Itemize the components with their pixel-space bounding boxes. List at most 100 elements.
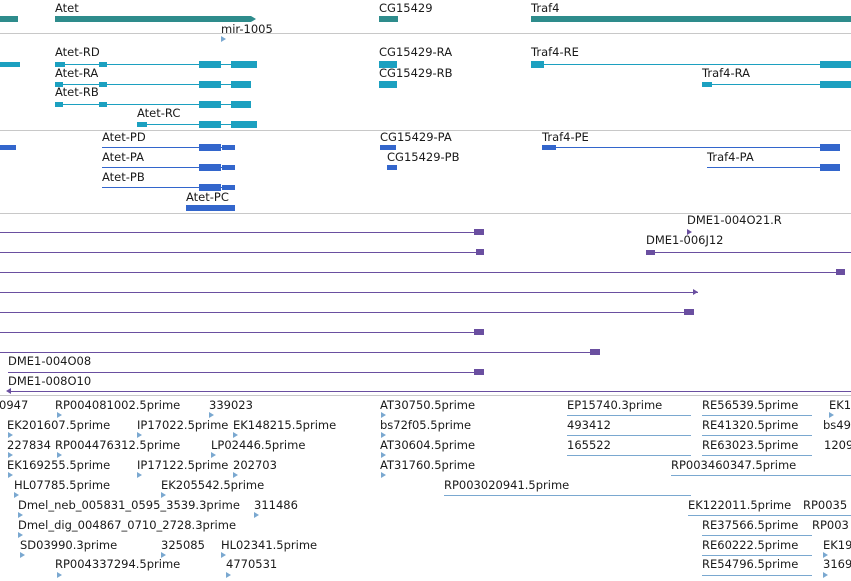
clone-dme1-006j12[interactable]: [646, 252, 851, 253]
cds-left-edge[interactable]: [0, 145, 16, 150]
est-feature[interactable]: [702, 455, 812, 456]
gene-feature-cg15429[interactable]: [379, 16, 398, 22]
clone-line-5[interactable]: [0, 312, 694, 313]
clone-label-dme1-008o10: DME1-008O10: [8, 374, 92, 388]
cds-atet-pc[interactable]: [186, 205, 235, 211]
est-feature[interactable]: [8, 452, 13, 458]
est-feature[interactable]: [8, 432, 13, 438]
est-label: 4770531: [226, 557, 278, 571]
est-feature[interactable]: [254, 512, 259, 518]
cds-label-cg15429-pb: CG15429-PB: [387, 150, 460, 164]
cds-atet-pd[interactable]: [102, 147, 235, 148]
est-feature[interactable]: [444, 495, 691, 496]
est-feature[interactable]: [14, 492, 19, 498]
est-feature[interactable]: [381, 432, 386, 438]
est-feature[interactable]: [671, 475, 851, 476]
cds-cg15429-pb[interactable]: [387, 165, 397, 170]
cds-traf4-pa[interactable]: [707, 167, 840, 168]
clone-line-7[interactable]: [0, 352, 600, 353]
est-feature[interactable]: [57, 572, 62, 578]
clone-line-2[interactable]: [0, 252, 484, 253]
est-label: EK1: [829, 398, 851, 412]
est-feature[interactable]: [381, 452, 386, 458]
est-label: RE41320.5prime: [702, 418, 799, 432]
est-feature[interactable]: [209, 412, 214, 418]
est-feature[interactable]: [823, 572, 828, 578]
est-feature[interactable]: [57, 412, 62, 418]
est-feature[interactable]: [137, 432, 142, 438]
clone-dme1-008o10[interactable]: [8, 391, 851, 392]
cds-traf4-pe[interactable]: [542, 147, 840, 148]
clone-dme1-004o08[interactable]: [8, 372, 484, 373]
clone-end: [476, 249, 484, 255]
est-label: IP17022.5prime: [137, 418, 229, 432]
est-feature[interactable]: [702, 575, 812, 576]
mrna-atet-ra[interactable]: [55, 84, 251, 85]
clone-label-dme1-004o21: DME1-004O21.R: [687, 213, 782, 227]
gene-feature-mir-1005[interactable]: [221, 36, 226, 42]
cds-label-traf4-pe: Traf4-PE: [542, 130, 589, 144]
est-feature[interactable]: [226, 572, 231, 578]
gene-feature-traf4[interactable]: [531, 16, 851, 22]
est-feature[interactable]: [567, 455, 691, 456]
mrna-cg15429-ra[interactable]: [379, 61, 397, 68]
mrna-atet-rd[interactable]: [55, 64, 257, 65]
gene-feature-atet[interactable]: [55, 16, 251, 22]
est-feature[interactable]: [137, 472, 142, 478]
est-feature[interactable]: [233, 472, 238, 478]
clone-dme1-004o21[interactable]: [687, 229, 692, 235]
mrna-atet-rb[interactable]: [55, 104, 251, 105]
mrna-feature-left-edge[interactable]: [0, 62, 20, 67]
est-feature[interactable]: [567, 435, 691, 436]
clone-line-4[interactable]: [0, 292, 698, 293]
gene-label-traf4: Traf4: [531, 1, 560, 15]
clone-line-1[interactable]: [0, 232, 484, 233]
cds-exon: [820, 144, 840, 151]
clone-line-3[interactable]: [0, 272, 845, 273]
est-feature[interactable]: [381, 412, 386, 418]
cds-label-atet-pd: Atet-PD: [102, 130, 146, 144]
cds-atet-pb[interactable]: [102, 187, 235, 188]
est-feature[interactable]: [829, 412, 834, 418]
mrna-cg15429-rb[interactable]: [379, 81, 397, 88]
est-feature[interactable]: [57, 452, 62, 458]
est-feature[interactable]: [221, 552, 226, 558]
est-feature[interactable]: [823, 552, 828, 558]
est-feature[interactable]: [567, 415, 691, 416]
clone-line-6[interactable]: [0, 332, 484, 333]
est-label: 0947: [0, 398, 29, 412]
mrna-traf4-re[interactable]: [531, 64, 851, 65]
gene-feature-left-edge[interactable]: [0, 16, 18, 22]
exon: [531, 61, 544, 68]
est-feature[interactable]: [8, 472, 13, 478]
est-feature[interactable]: [211, 452, 216, 458]
est-feature[interactable]: [233, 432, 238, 438]
est-feature[interactable]: [702, 435, 812, 436]
gene-label-mir-1005: mir-1005: [221, 22, 273, 36]
est-feature[interactable]: [161, 552, 166, 558]
cds-label-traf4-pa: Traf4-PA: [707, 150, 754, 164]
est-feature[interactable]: [18, 512, 23, 518]
est-feature[interactable]: [161, 492, 166, 498]
est-label: HL07785.5prime: [14, 478, 111, 492]
est-label: RP003: [812, 518, 849, 532]
cds-cg15429-pa[interactable]: [380, 145, 396, 150]
exon: [231, 101, 251, 108]
est-feature[interactable]: [702, 535, 812, 536]
est-feature[interactable]: [381, 472, 386, 478]
est-feature[interactable]: [20, 552, 25, 558]
cds-atet-pa[interactable]: [102, 167, 235, 168]
track-divider-clones: [0, 395, 851, 396]
exon: [231, 121, 257, 128]
est-label: EK19: [823, 538, 851, 552]
est-feature[interactable]: [702, 415, 812, 416]
mrna-traf4-ra[interactable]: [702, 84, 851, 85]
clone-end: [646, 250, 655, 255]
est-feature[interactable]: [702, 555, 812, 556]
cds-label-cg15429-pa: CG15429-PA: [380, 130, 452, 144]
est-feature[interactable]: [688, 515, 851, 516]
est-feature[interactable]: [18, 532, 23, 538]
est-label: AT30604.5prime: [380, 438, 476, 452]
mrna-atet-rc[interactable]: [137, 124, 257, 125]
est-label: RE37566.5prime: [702, 518, 799, 532]
